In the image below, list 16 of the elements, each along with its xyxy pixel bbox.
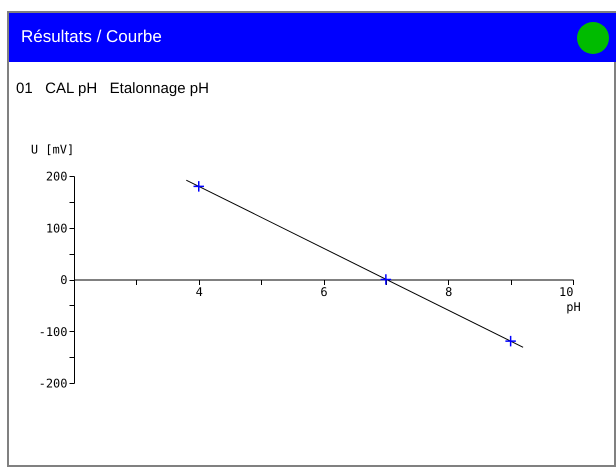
x-tick-label: 8 (445, 285, 452, 299)
point (192, 180, 205, 192)
point (504, 335, 517, 348)
y-tick-label: -200 (38, 376, 68, 390)
x-tick-label: 10 (559, 285, 574, 299)
y-tick-label: -100 (38, 324, 68, 339)
x-tick-label: 4 (196, 285, 203, 299)
y-tick-label: 100 (46, 221, 68, 236)
x-tick-label: 6 (320, 285, 328, 299)
y-tick-label: 0 (60, 273, 68, 287)
point (380, 274, 392, 286)
chart-title: Résultats / Courbe (21, 27, 162, 47)
y-axis-title: U [mV] (30, 142, 74, 156)
chart-subtitle: 01 CAL pH Etalonnage pH (16, 80, 209, 97)
x-axis-title: pH (566, 300, 581, 314)
y-tick-label: 200 (46, 170, 68, 184)
